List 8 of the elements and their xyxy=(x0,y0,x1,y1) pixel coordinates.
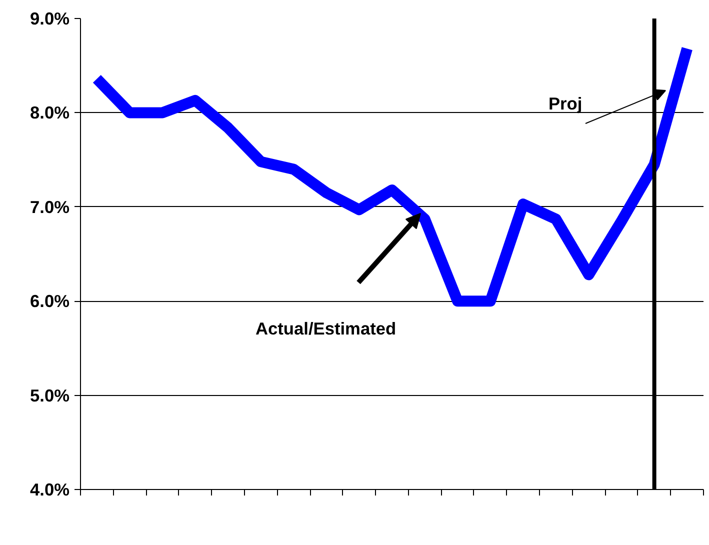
y-tick-label: 8.0% xyxy=(30,102,70,123)
annotation: Actual/Estimated xyxy=(256,318,396,338)
y-tick-label: 6.0% xyxy=(30,291,70,312)
y-tick-label: 5.0% xyxy=(30,385,70,406)
y-tick-label: 7.0% xyxy=(30,196,70,217)
y-tick-label: 4.0% xyxy=(30,480,70,500)
y-tick-label: 9.0% xyxy=(30,8,70,28)
annotation: Proj xyxy=(548,94,582,114)
